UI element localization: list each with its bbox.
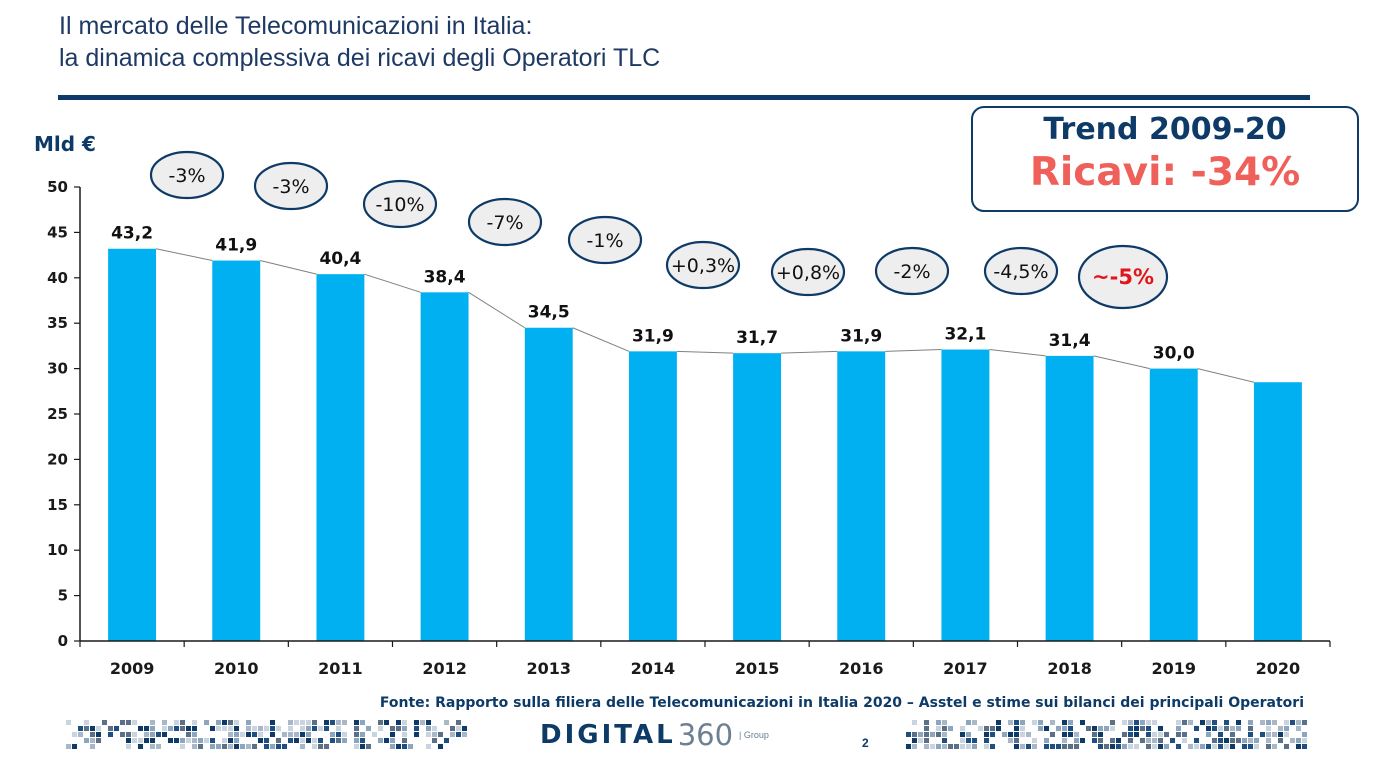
data-label: 41,9 bbox=[215, 236, 257, 256]
bar-2018 bbox=[1045, 355, 1094, 641]
y-tick-label: 40 bbox=[47, 269, 68, 287]
pct-change-badge bbox=[467, 197, 543, 247]
slide-title: Il mercato delle Telecomunicazioni in It… bbox=[59, 10, 660, 74]
y-tick-label: 45 bbox=[47, 223, 68, 241]
trend-title: Trend 2009-20 bbox=[1043, 112, 1287, 147]
trend-segment-2010 bbox=[260, 260, 317, 275]
y-tick-label: 0 bbox=[58, 632, 68, 650]
slide-title-line-1: Il mercato delle Telecomunicazioni in It… bbox=[59, 12, 533, 40]
x-tick-label: 2015 bbox=[735, 659, 780, 678]
trend-segment-2018 bbox=[1093, 355, 1150, 370]
source-note: Fonte: Rapporto sulla filiera delle Tele… bbox=[379, 695, 1304, 711]
pct-change-badge bbox=[567, 215, 643, 265]
x-tick-label: 2011 bbox=[318, 659, 363, 678]
bar-2015 bbox=[733, 353, 782, 641]
x-tick-label: 2017 bbox=[943, 659, 988, 678]
y-tick-label: 15 bbox=[47, 496, 68, 514]
logo-wordmark: DIGITAL bbox=[540, 720, 676, 750]
decorative-pixel-band-left bbox=[66, 720, 467, 749]
trend-segment-2014 bbox=[676, 350, 734, 354]
y-tick-label: 5 bbox=[58, 587, 68, 605]
pct-change-label: +0,3% bbox=[671, 255, 735, 277]
y-tick-label: 25 bbox=[47, 405, 68, 423]
x-tick-label: 2010 bbox=[214, 659, 259, 678]
x-tick-label: 2013 bbox=[526, 659, 571, 678]
page-number: 2 bbox=[862, 736, 869, 750]
pct-change-badge bbox=[665, 240, 741, 290]
x-tick-label: 2014 bbox=[631, 659, 676, 678]
x-tick-label: 2012 bbox=[422, 659, 467, 678]
data-label: 31,9 bbox=[840, 326, 882, 346]
bar-2020 bbox=[1253, 382, 1302, 641]
pct-change-badge bbox=[983, 246, 1059, 296]
data-label: 34,5 bbox=[528, 303, 570, 323]
data-label: 40,4 bbox=[319, 249, 361, 269]
x-tick-label: 2019 bbox=[1151, 659, 1196, 678]
x-tick-label: 2009 bbox=[110, 659, 155, 678]
revenue-bar-chart: Mld € 0 5 10 15 20 25 30 35 40 45 50 2009 2010 2011 201… bbox=[34, 132, 1331, 678]
bar-2012 bbox=[420, 292, 469, 641]
pct-change-badge bbox=[770, 247, 846, 297]
bar-2013 bbox=[524, 327, 573, 641]
bar-2019 bbox=[1149, 368, 1198, 641]
trend-segment-2017 bbox=[989, 349, 1046, 357]
pct-change-label: ~-5% bbox=[1092, 265, 1154, 289]
y-axis-label: Mld € bbox=[34, 132, 96, 156]
digital360-logo: DIGITAL360 | Group bbox=[540, 718, 769, 752]
x-tick-label: 2016 bbox=[839, 659, 884, 678]
y-tick-label: 30 bbox=[47, 360, 68, 378]
trend-segment-2011 bbox=[364, 273, 421, 293]
trend-segment-2009 bbox=[155, 248, 213, 262]
trend-segment-2016 bbox=[885, 349, 942, 352]
pct-change-label: -3% bbox=[273, 176, 310, 198]
pct-change-label: -10% bbox=[375, 194, 424, 216]
data-label: 30,0 bbox=[1153, 344, 1195, 364]
data-label: 43,2 bbox=[111, 224, 153, 244]
pct-change-label: -2% bbox=[894, 261, 931, 283]
data-label: 31,7 bbox=[736, 328, 778, 348]
bar-2017 bbox=[941, 349, 990, 641]
trend-summary-box: Trend 2009-20 Ricavi: -34% bbox=[971, 106, 1359, 212]
title-divider bbox=[58, 95, 1310, 100]
data-label: 31,4 bbox=[1049, 331, 1091, 351]
bar-2011 bbox=[316, 274, 365, 641]
pct-change-label: -1% bbox=[587, 230, 624, 252]
bar-2014 bbox=[628, 351, 677, 641]
pct-change-badge bbox=[362, 179, 438, 229]
x-tick-label: 2020 bbox=[1256, 659, 1301, 678]
y-tick-label: 35 bbox=[47, 314, 68, 332]
pct-change-label: +0,8% bbox=[776, 262, 840, 284]
pct-change-badge bbox=[253, 161, 329, 211]
trend-segment-2013 bbox=[572, 327, 630, 352]
bar-2010 bbox=[212, 260, 261, 641]
data-label: 31,9 bbox=[632, 326, 674, 346]
trend-segment-2019 bbox=[1197, 368, 1255, 383]
x-tick-label: 2018 bbox=[1047, 659, 1092, 678]
trend-value: Ricavi: -34% bbox=[1029, 150, 1301, 195]
trend-segment-2012 bbox=[468, 291, 526, 329]
bar-2009 bbox=[108, 248, 157, 641]
pct-change-label: -7% bbox=[487, 212, 524, 234]
pct-change-badge bbox=[149, 150, 225, 200]
logo-group-label: | Group bbox=[739, 730, 769, 740]
pct-change-label: -3% bbox=[169, 165, 206, 187]
pct-change-badge bbox=[874, 246, 950, 296]
logo-number: 360 bbox=[677, 718, 734, 752]
bar-2016 bbox=[837, 351, 886, 641]
pct-change-label: -4,5% bbox=[993, 261, 1048, 283]
decorative-pixel-band-right bbox=[906, 720, 1307, 749]
slide-title-line-2: la dinamica complessiva dei ricavi degli… bbox=[59, 44, 661, 72]
trend-segment-2015 bbox=[781, 350, 838, 354]
y-tick-label: 10 bbox=[47, 541, 68, 559]
data-label: 38,4 bbox=[424, 267, 466, 287]
y-tick-label: 20 bbox=[47, 450, 68, 468]
y-tick-label: 50 bbox=[47, 178, 68, 196]
data-label: 32,1 bbox=[944, 325, 986, 345]
pct-change-badge bbox=[1077, 244, 1169, 310]
